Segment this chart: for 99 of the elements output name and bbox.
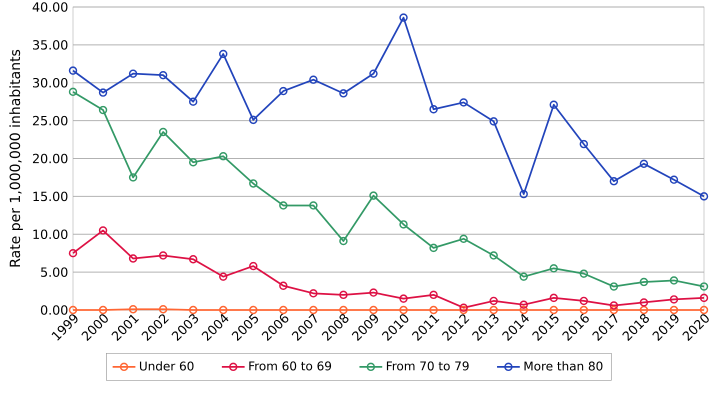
- point: [68, 248, 78, 258]
- point: [158, 128, 168, 136]
- point: [249, 306, 258, 314]
- point: [550, 294, 558, 302]
- point: [249, 179, 258, 188]
- y-tick-label: 40.00: [32, 2, 68, 12]
- point: [158, 251, 168, 260]
- point: [580, 306, 588, 314]
- point: [369, 69, 378, 78]
- y-tick-label: 5.00: [41, 267, 68, 277]
- point: [309, 289, 318, 298]
- point: [580, 296, 588, 306]
- point: [580, 140, 588, 148]
- point: [429, 306, 438, 314]
- y-axis-title: Rate per 1,000,000 inhabitants: [9, 50, 23, 266]
- point: [339, 89, 348, 98]
- point: [369, 191, 378, 200]
- point: [429, 105, 438, 114]
- point: [489, 251, 498, 260]
- point: [369, 306, 378, 314]
- point: [399, 306, 408, 314]
- point: [550, 100, 558, 109]
- point: [670, 276, 678, 285]
- point: [520, 300, 528, 309]
- point: [550, 264, 558, 273]
- point: [489, 117, 498, 126]
- point: [399, 13, 408, 22]
- point: [550, 306, 558, 314]
- point: [128, 254, 138, 263]
- point: [128, 173, 138, 182]
- point: [219, 152, 228, 160]
- point: [429, 290, 438, 300]
- point: [188, 255, 198, 264]
- point: [640, 298, 648, 307]
- point: [188, 158, 198, 166]
- point: [429, 244, 438, 252]
- point: [459, 234, 468, 243]
- point: [580, 269, 588, 278]
- point: [670, 306, 678, 314]
- point: [700, 294, 708, 302]
- point: [520, 272, 528, 281]
- point: [188, 97, 198, 106]
- point: [98, 106, 108, 114]
- point: [279, 86, 288, 96]
- y-tick-label: 0.00: [40, 305, 68, 315]
- point: [610, 306, 618, 314]
- point: [279, 282, 288, 290]
- y-tick-label: 25.00: [32, 116, 68, 126]
- point: [489, 306, 498, 314]
- point: [610, 301, 618, 310]
- point: [98, 306, 108, 314]
- point: [459, 98, 468, 107]
- point: [249, 116, 258, 124]
- y-tick-label: 35.00: [32, 40, 68, 50]
- y-tick-label: 20.00: [32, 154, 68, 164]
- point: [399, 294, 408, 303]
- point: [158, 305, 168, 314]
- point: [128, 305, 138, 314]
- point: [128, 69, 138, 78]
- point: [158, 70, 168, 80]
- point: [309, 76, 318, 84]
- point: [459, 306, 468, 314]
- y-tick-label: 15.00: [33, 192, 68, 202]
- point: [610, 177, 618, 186]
- point: [399, 220, 408, 229]
- point: [369, 288, 378, 297]
- y-tick-label: 10.00: [33, 229, 68, 240]
- point: [640, 160, 648, 168]
- point: [98, 88, 108, 97]
- point: [249, 262, 258, 270]
- point: [520, 190, 528, 198]
- point: [68, 306, 78, 314]
- y-tick-label: 30.00: [32, 78, 68, 88]
- point: [339, 290, 348, 300]
- point: [339, 236, 348, 246]
- point: [670, 176, 678, 184]
- point: [640, 278, 648, 286]
- point: [640, 306, 648, 314]
- point: [670, 295, 678, 304]
- point: [700, 282, 708, 291]
- point: [339, 306, 348, 314]
- point: [68, 88, 78, 96]
- legend-label: From 60 to 69: [249, 361, 332, 370]
- point: [219, 50, 228, 58]
- point: [68, 66, 78, 75]
- point: [309, 201, 318, 210]
- point: [700, 192, 708, 201]
- legend-label: More than 80: [524, 361, 602, 371]
- point: [489, 296, 498, 306]
- point: [219, 272, 228, 281]
- point: [188, 306, 198, 314]
- legend-label: From 70 to 79: [386, 361, 469, 370]
- legend-label: Under 60: [140, 361, 194, 371]
- point: [700, 306, 708, 314]
- point: [459, 304, 468, 312]
- point: [279, 201, 288, 210]
- point: [98, 226, 108, 235]
- point: [610, 282, 618, 291]
- point: [309, 306, 318, 314]
